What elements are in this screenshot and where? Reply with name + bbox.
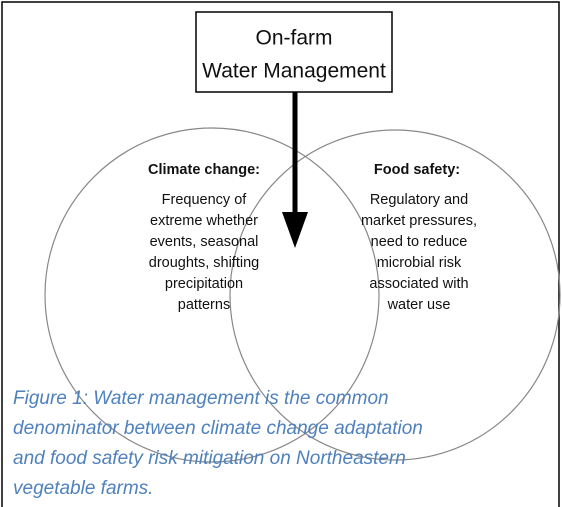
- texts: On-farm Water Management Climate change: Fr…: [13, 27, 477, 499]
- right-line: water use: [387, 297, 451, 313]
- caption-line: denominator between climate change adapt…: [13, 418, 423, 439]
- right-line: need to reduce: [371, 234, 468, 250]
- left-line: precipitation: [165, 276, 243, 292]
- left-circle: [44, 127, 380, 463]
- left-line: droughts, shifting: [149, 255, 259, 271]
- header-line: On-farm: [255, 27, 332, 50]
- right-line: Regulatory and: [370, 192, 468, 208]
- left-line: patterns: [178, 297, 230, 313]
- caption-line: and food safety risk mitigation on North…: [13, 448, 406, 469]
- caption-line: Figure 1: Water management is the common: [13, 388, 389, 409]
- left-line: extreme whether: [150, 213, 258, 229]
- right-line: microbial risk: [377, 255, 462, 271]
- right-line: associated with: [369, 276, 468, 292]
- left-line: events, seasonal: [150, 234, 259, 250]
- caption-line: vegetable farms.: [13, 478, 153, 499]
- right-line: market pressures,: [361, 213, 477, 229]
- left-title: Climate change:: [148, 162, 260, 178]
- right-title: Food safety:: [374, 162, 460, 178]
- header-line: Water Management: [202, 60, 386, 83]
- arrow-head: [282, 212, 308, 248]
- right-circle: [229, 129, 561, 461]
- left-line: Frequency of: [162, 192, 248, 208]
